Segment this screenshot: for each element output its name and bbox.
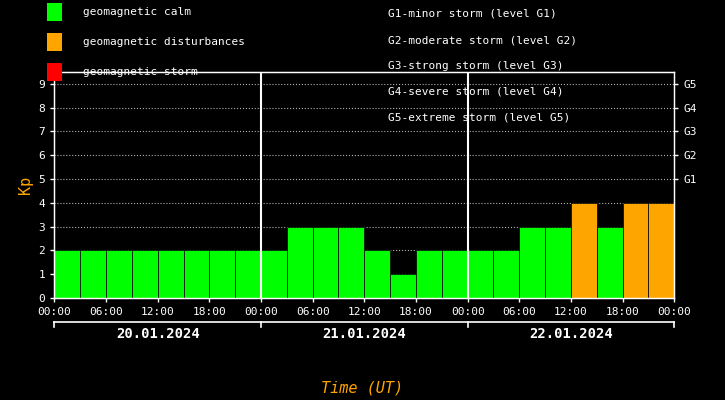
Text: G1-minor storm (level G1): G1-minor storm (level G1) xyxy=(388,9,557,19)
Text: G3-strong storm (level G3): G3-strong storm (level G3) xyxy=(388,61,563,71)
Text: Time (UT): Time (UT) xyxy=(321,380,404,396)
Bar xyxy=(287,227,312,298)
Text: geomagnetic storm: geomagnetic storm xyxy=(83,67,198,77)
Text: G5-extreme storm (level G5): G5-extreme storm (level G5) xyxy=(388,113,570,123)
Bar xyxy=(442,250,468,298)
Text: geomagnetic disturbances: geomagnetic disturbances xyxy=(83,37,245,47)
Bar xyxy=(183,250,210,298)
Text: G2-moderate storm (level G2): G2-moderate storm (level G2) xyxy=(388,35,577,45)
Bar xyxy=(132,250,157,298)
Bar xyxy=(571,203,597,298)
Bar xyxy=(261,250,287,298)
Bar xyxy=(339,227,364,298)
Y-axis label: Kp: Kp xyxy=(18,176,33,194)
Bar xyxy=(519,227,545,298)
Bar xyxy=(468,250,494,298)
Text: 20.01.2024: 20.01.2024 xyxy=(116,327,199,341)
Bar xyxy=(390,274,416,298)
Bar xyxy=(494,250,519,298)
Bar xyxy=(54,250,80,298)
Bar xyxy=(648,203,674,298)
Bar xyxy=(364,250,390,298)
Bar xyxy=(312,227,339,298)
Bar xyxy=(210,250,235,298)
Bar xyxy=(416,250,442,298)
Text: 21.01.2024: 21.01.2024 xyxy=(323,327,406,341)
Bar xyxy=(545,227,571,298)
Bar xyxy=(106,250,132,298)
Text: G4-severe storm (level G4): G4-severe storm (level G4) xyxy=(388,87,563,97)
Bar xyxy=(597,227,623,298)
Bar xyxy=(235,250,261,298)
Bar xyxy=(80,250,106,298)
Text: geomagnetic calm: geomagnetic calm xyxy=(83,7,191,17)
Bar xyxy=(157,250,183,298)
Text: 22.01.2024: 22.01.2024 xyxy=(529,327,613,341)
Bar xyxy=(623,203,648,298)
